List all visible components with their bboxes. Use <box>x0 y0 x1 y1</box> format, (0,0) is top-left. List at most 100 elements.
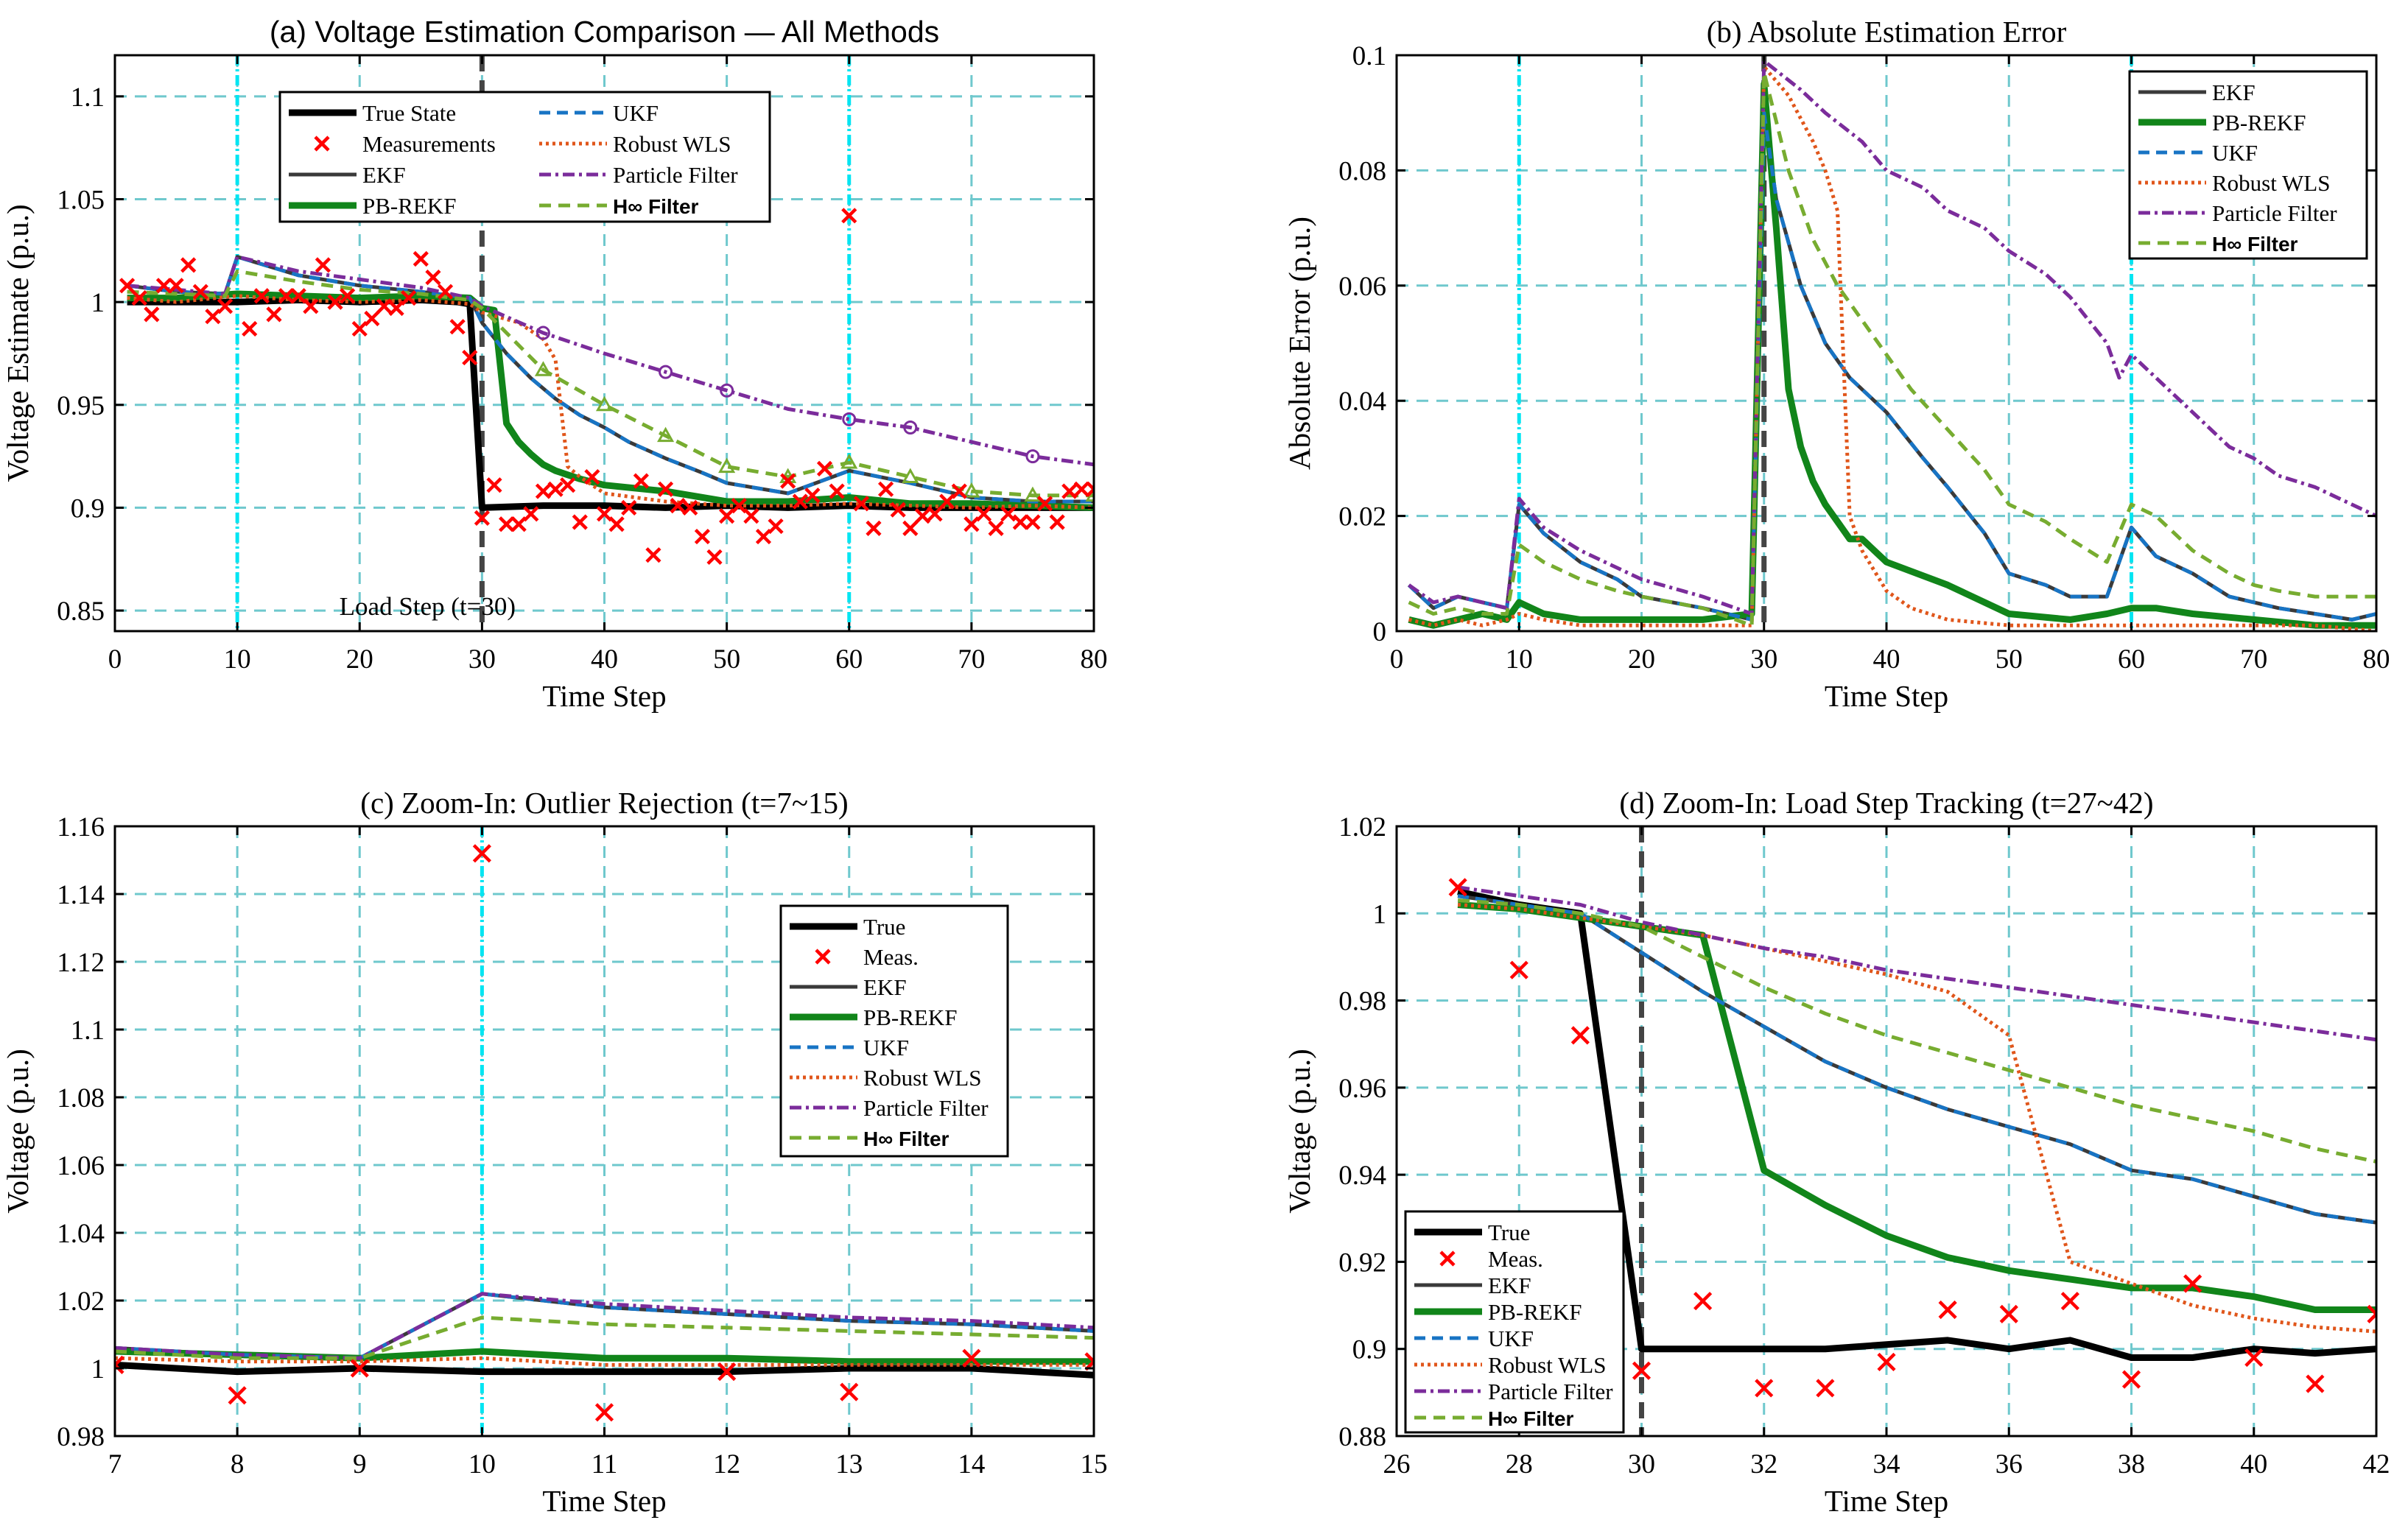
measurement-marker-stroke-2 <box>1084 1359 1094 1371</box>
measurement-marker <box>351 320 368 337</box>
measurement-marker-stroke-2 <box>192 284 208 300</box>
measurement-marker <box>792 493 808 510</box>
x-tick-label: 60 <box>2118 644 2145 675</box>
measurement-marker-stroke-2 <box>350 1359 369 1378</box>
measurement-marker <box>315 257 331 273</box>
measurement-marker <box>975 506 992 522</box>
measurement-marker-stroke-2 <box>364 310 380 327</box>
series-hinf-line <box>127 269 1094 498</box>
measurement-marker-stroke-2 <box>1816 1379 1835 1398</box>
x-tick-label: 0 <box>108 644 122 675</box>
measurement-marker-stroke-2 <box>1999 1304 2018 1323</box>
x-axis-label-b: Time Step <box>1825 679 1948 713</box>
x-axis-label-a: Time Step <box>542 679 666 713</box>
legend-label: Meas. <box>1488 1246 1543 1272</box>
measurement-marker <box>682 499 698 516</box>
y-tick-label: 0.04 <box>1338 387 1386 417</box>
legend-label: Robust WLS <box>863 1065 981 1091</box>
measurement-marker-stroke-2 <box>217 298 234 314</box>
measurement-marker-stroke-2 <box>840 1382 859 1401</box>
measurement-marker <box>547 481 564 497</box>
measurement-marker-stroke-2 <box>1073 481 1089 497</box>
y-tick-label: 0.9 <box>71 493 105 524</box>
legend-label: EKF <box>362 162 406 188</box>
measurement-marker-stroke-2 <box>841 208 857 224</box>
legend-item: EKF <box>790 974 907 1000</box>
legend-item: Particle Filter <box>2138 200 2337 226</box>
legend-label: EKF <box>2212 80 2256 105</box>
legend-item: PB-REKF <box>1414 1299 1582 1325</box>
legend-c: True Meas. EKF PB-REKF UKF Robust WLS Particle… <box>779 904 1009 1158</box>
measurement-marker-stroke-2 <box>731 498 747 514</box>
measurement-marker-stroke-2 <box>596 506 613 522</box>
measurement-marker-stroke-2 <box>939 493 955 510</box>
measurement-marker-stroke-2 <box>1632 1361 1651 1380</box>
measurement-marker-stroke-2 <box>877 481 894 497</box>
x-tick-label: 11 <box>592 1449 618 1480</box>
measurement-marker <box>706 549 723 566</box>
measurement-marker-stroke-2 <box>1049 514 1065 530</box>
measurement-marker-stroke-2 <box>560 477 576 493</box>
legend-label: EKF <box>1488 1273 1531 1298</box>
measurement-marker-stroke-2 <box>1509 960 1528 979</box>
measurement-marker <box>962 1348 981 1368</box>
legend-item: Particle Filter <box>790 1095 989 1121</box>
y-tick-label: 1.06 <box>57 1151 105 1181</box>
measurement-marker <box>829 483 845 499</box>
measurement-marker <box>131 289 147 306</box>
measurement-marker <box>437 284 454 300</box>
x-tick-label: 50 <box>713 644 740 675</box>
legend-item: Meas. <box>815 944 919 970</box>
series-ukf-line <box>115 1292 1094 1360</box>
x-tick-label: 9 <box>353 1449 367 1480</box>
measurement-marker-stroke-2 <box>401 289 417 306</box>
chart-title-a: (a) Voltage Estimation Comparison — All … <box>270 15 939 49</box>
measurement-marker <box>780 473 796 489</box>
measurement-marker <box>510 516 527 532</box>
legend-item: Robust WLS <box>539 131 731 157</box>
measurement-marker-stroke-2 <box>1755 1379 1774 1398</box>
measurement-marker <box>242 320 258 337</box>
y-tick-label: 0.98 <box>1338 987 1386 1017</box>
measurement-marker <box>1025 514 1041 530</box>
measurement-marker <box>608 516 625 532</box>
measurement-marker <box>1509 960 1528 979</box>
legend-box-a <box>278 91 771 223</box>
legend-meas-swatch-stroke-2 <box>1439 1250 1456 1267</box>
measurement-marker-stroke-2 <box>633 473 649 489</box>
measurement-marker <box>2121 1370 2141 1389</box>
measurement-marker <box>951 483 967 499</box>
series-pf-marker <box>842 412 857 426</box>
chart-a: 0 10 20 30 40 50 60 70 80 0.85 0.9 0.95 1 1.05 1.1 (a) … <box>1 15 1108 713</box>
y-axis-label-d: Voltage (p.u.) <box>1282 1049 1316 1214</box>
measurement-marker-stroke-2 <box>706 549 723 566</box>
measurement-marker <box>717 1362 737 1382</box>
measurement-marker-stroke-2 <box>266 306 282 323</box>
measurement-marker <box>155 278 172 294</box>
measurement-marker-stroke-2 <box>829 483 845 499</box>
x-tick-label: 30 <box>1628 1449 1655 1480</box>
x-tick-label: 12 <box>713 1449 740 1480</box>
measurement-marker <box>1012 514 1028 530</box>
measurement-marker-stroke-2 <box>951 483 967 499</box>
series-pf-marker <box>536 326 550 340</box>
series-hinf-marker <box>840 453 858 469</box>
legend-box-b <box>2128 70 2368 260</box>
measurement-marker-stroke-2 <box>1061 483 1078 499</box>
y-tick-label: 1.12 <box>57 948 105 978</box>
legend-item: UKF <box>1414 1326 1534 1351</box>
measurement-marker <box>560 477 576 493</box>
x-tick-label: 8 <box>231 1449 245 1480</box>
measurement-marker <box>596 506 613 522</box>
legend-label: Robust WLS <box>1488 1352 1606 1378</box>
series-ukf-line <box>1457 894 2376 1225</box>
measurement-marker-stroke-2 <box>547 481 564 497</box>
measurement-marker <box>963 516 980 532</box>
legend-label: H∞ Filter <box>613 195 699 218</box>
measurement-marker <box>350 1359 369 1378</box>
measurement-marker-stroke-2 <box>425 270 441 286</box>
measurement-marker <box>205 309 221 325</box>
measurement-marker-stroke-2 <box>1693 1292 1713 1311</box>
measurement-marker-stroke-2 <box>988 520 1004 536</box>
